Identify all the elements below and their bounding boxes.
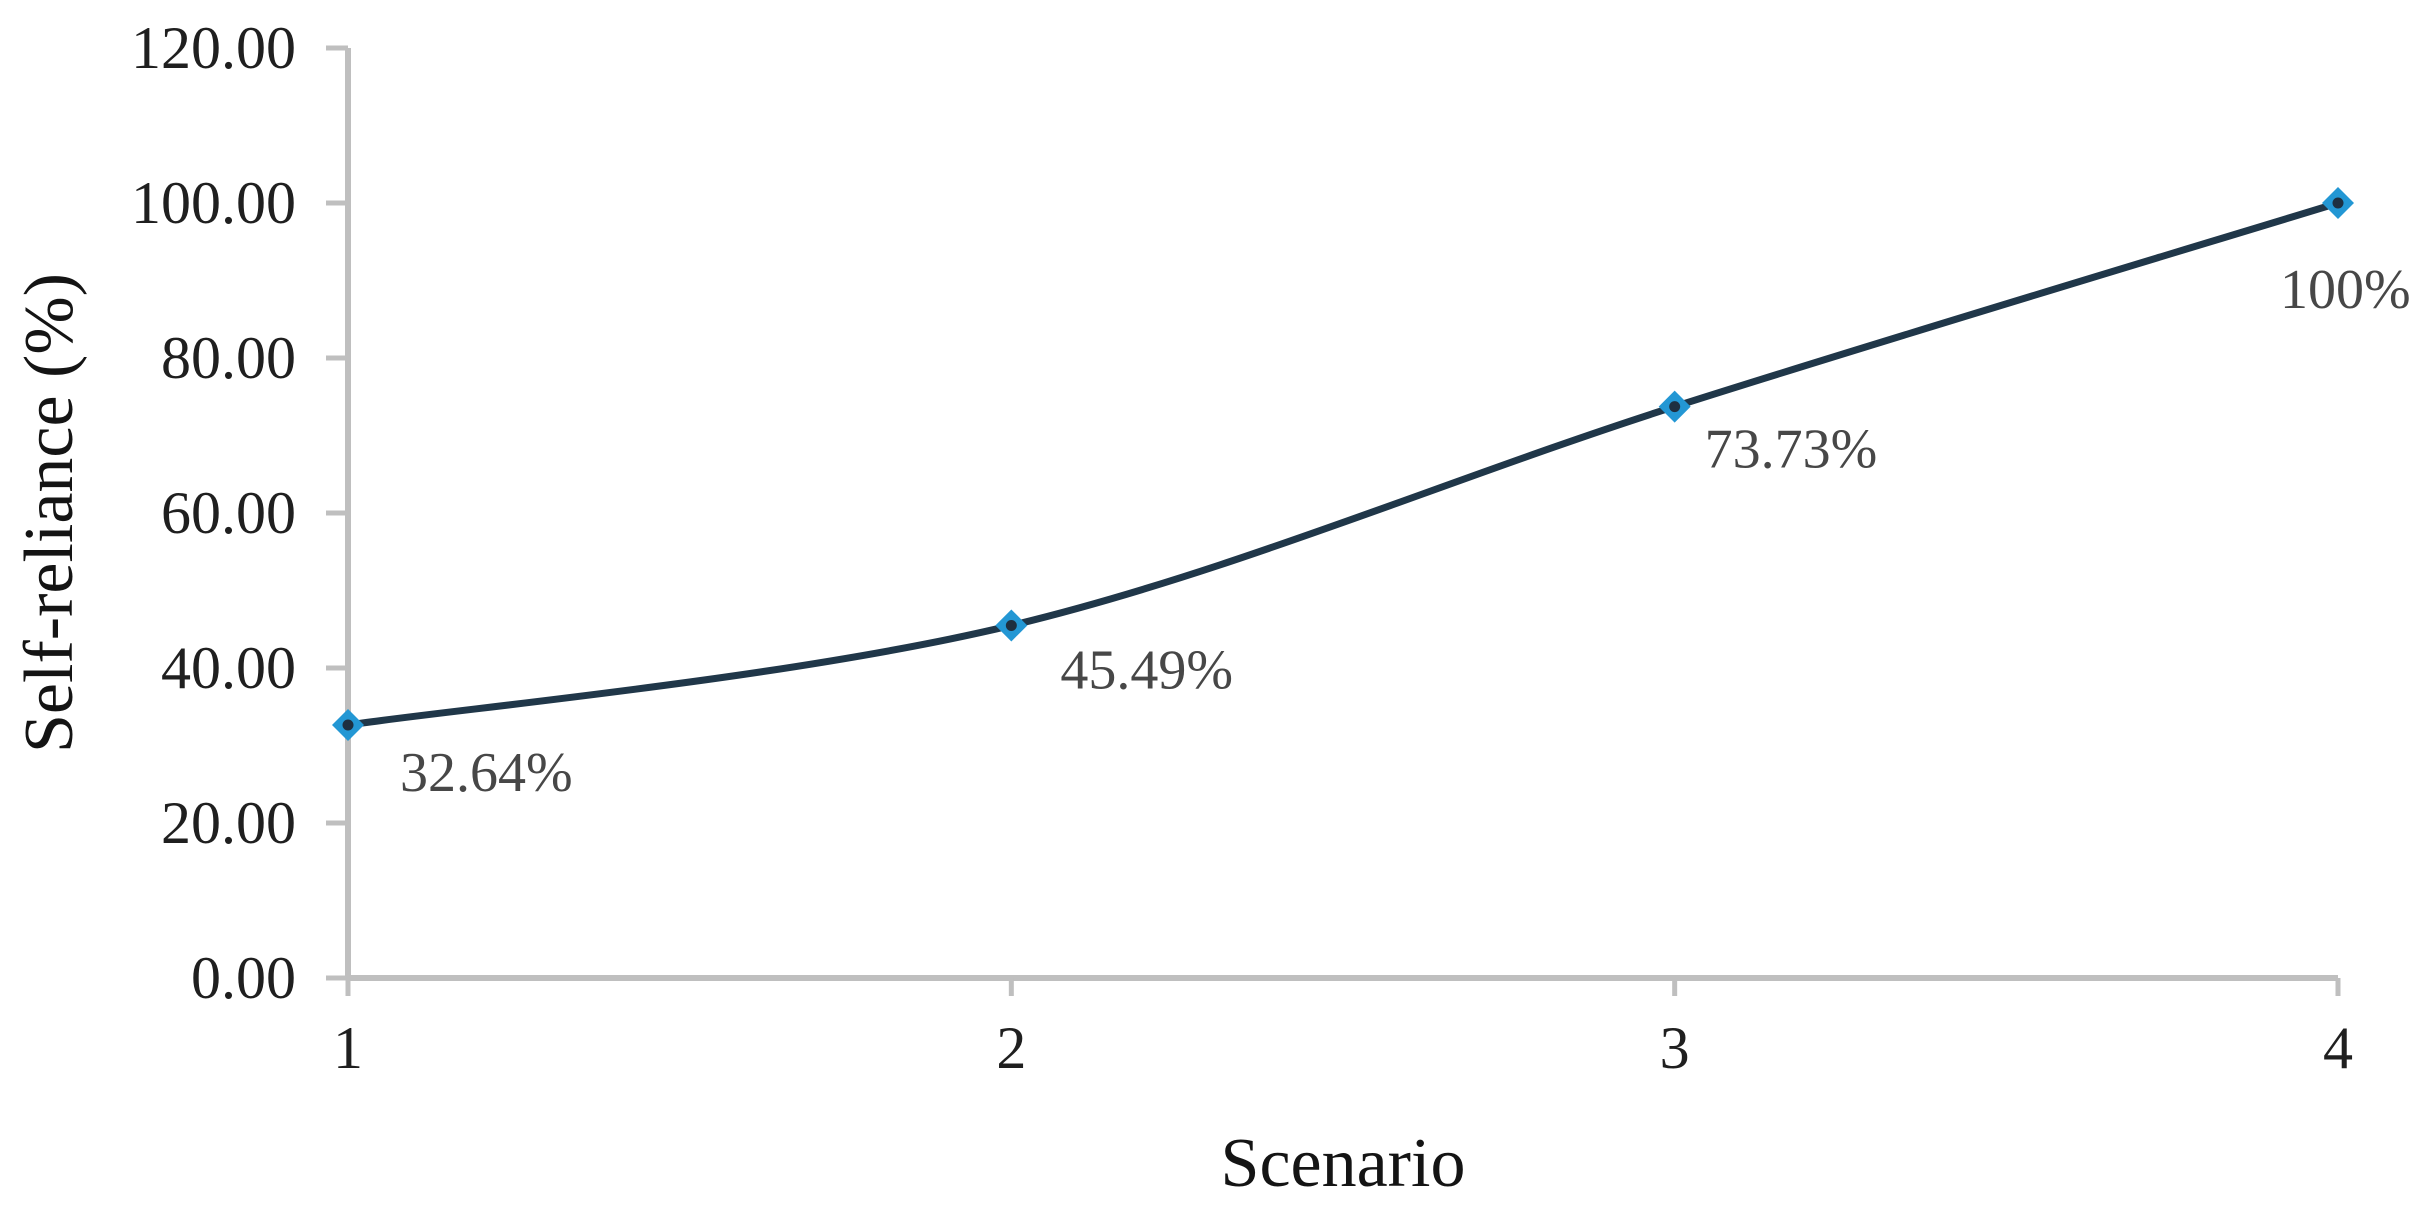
x-axis: 1 2 3 4 <box>333 975 2353 1081</box>
data-label: 73.73% <box>1705 419 1878 481</box>
y-tick-label: 20.00 <box>161 790 296 856</box>
marker-center-dot <box>2332 197 2344 209</box>
y-tick-label: 40.00 <box>161 635 296 701</box>
y-tick-label: 120.00 <box>131 15 296 81</box>
x-tick-label: 4 <box>2323 1015 2353 1081</box>
y-tick-label: 100.00 <box>131 170 296 236</box>
y-tick-label: 60.00 <box>161 480 296 546</box>
data-labels: 32.64% 45.49% 73.73% 100% <box>400 259 2411 804</box>
series-line <box>344 199 2342 729</box>
y-axis: 0.00 20.00 40.00 60.00 80.00 100.00 120.00 <box>131 15 351 1011</box>
x-tick-label: 3 <box>1660 1015 1690 1081</box>
data-label: 45.49% <box>1060 639 1233 701</box>
y-tick-label: 0.00 <box>191 945 296 1011</box>
x-tick-label: 2 <box>996 1015 1026 1081</box>
marker-center-dot <box>1005 619 1017 631</box>
x-axis-title: Scenario <box>1221 1125 1466 1202</box>
x-tick-label: 1 <box>333 1015 363 1081</box>
series-markers <box>332 187 2354 742</box>
y-axis-title: Self-reliance (%) <box>11 273 88 753</box>
data-label: 32.64% <box>400 742 573 804</box>
marker-center-dot <box>1669 401 1681 413</box>
data-label: 100% <box>2280 259 2411 321</box>
y-tick-label: 80.00 <box>161 325 296 391</box>
marker-center-dot <box>342 719 354 731</box>
